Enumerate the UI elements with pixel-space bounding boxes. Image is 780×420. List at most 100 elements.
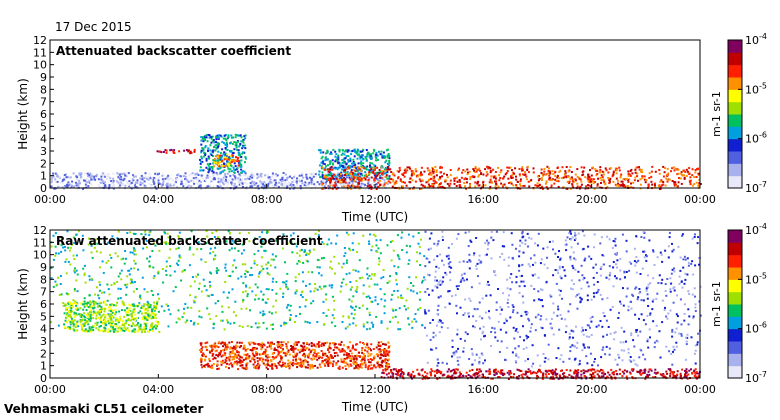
pixel [384, 161, 387, 164]
pixel [231, 288, 234, 291]
pixel [56, 175, 58, 178]
pixel [675, 345, 678, 348]
pixel [569, 303, 572, 306]
pixel [65, 176, 68, 179]
pixel [569, 346, 572, 348]
pixel [480, 338, 482, 341]
pixel [667, 245, 670, 248]
pixel [695, 176, 698, 178]
pixel [437, 321, 440, 324]
pixel [666, 180, 669, 183]
pixel [427, 169, 430, 172]
pixel [212, 159, 215, 162]
pixel [90, 311, 93, 314]
pixel [580, 166, 583, 169]
pixel [90, 313, 93, 316]
pixel [165, 260, 168, 263]
pixel [366, 321, 369, 324]
pixel [327, 308, 330, 311]
pixel [100, 306, 103, 309]
pixel [521, 169, 524, 172]
pixel [644, 358, 647, 361]
pixel [152, 277, 155, 280]
pixel [342, 278, 345, 281]
pixel [190, 185, 193, 188]
pixel [675, 313, 678, 316]
pixel [51, 176, 54, 179]
pixel [198, 310, 201, 313]
pixel [526, 312, 529, 314]
pixel [177, 173, 180, 176]
pixel [428, 237, 431, 240]
pixel [522, 280, 525, 283]
pixel [207, 171, 210, 174]
pixel [108, 178, 111, 181]
pixel [390, 298, 393, 301]
pixel [545, 181, 548, 183]
pixel [103, 326, 106, 329]
pixel [670, 353, 673, 355]
pixel [132, 303, 135, 306]
pixel [648, 177, 651, 179]
pixel [87, 330, 90, 333]
pixel [445, 255, 448, 258]
pixel [511, 243, 514, 246]
pixel [237, 156, 240, 159]
pixel [75, 304, 77, 307]
pixel [697, 332, 700, 335]
pixel [651, 183, 654, 186]
pixel [220, 180, 223, 183]
pixel [482, 173, 485, 176]
pixel [274, 311, 277, 314]
pixel [127, 172, 130, 175]
pixel [679, 269, 682, 272]
colorbar-label: 10-5 [745, 81, 767, 96]
pixel [240, 168, 243, 171]
pixel [179, 175, 182, 178]
pixel [273, 173, 276, 176]
pixel [158, 176, 161, 179]
pixel [167, 308, 170, 311]
pixel [127, 184, 130, 187]
pixel [132, 290, 135, 293]
pixel [397, 266, 400, 269]
pixel [94, 322, 97, 325]
pixel [355, 288, 358, 291]
pixel [347, 155, 350, 158]
pixel [233, 141, 236, 144]
pixel [682, 266, 685, 269]
pixel [289, 304, 292, 307]
pixel [350, 175, 353, 178]
pixel [519, 244, 521, 247]
pixel [368, 184, 371, 187]
pixel [494, 177, 497, 180]
pixel [102, 313, 105, 316]
pixel [131, 178, 134, 181]
pixel [478, 184, 481, 187]
pixel [536, 182, 539, 185]
pixel [457, 347, 459, 350]
pixel [225, 141, 228, 144]
pixel [152, 294, 155, 296]
pixel [475, 237, 478, 239]
pixel [526, 178, 528, 181]
pixel [458, 179, 461, 181]
pixel [364, 188, 367, 190]
pixel [451, 346, 454, 348]
pixel [146, 317, 149, 320]
pixel [345, 259, 348, 262]
pixel [306, 321, 309, 324]
pixel [208, 169, 211, 172]
pixel [134, 249, 137, 252]
pixel [325, 180, 328, 183]
pixel [440, 182, 442, 185]
pixel [146, 322, 149, 325]
pixel [451, 243, 453, 245]
pixel [240, 171, 243, 174]
pixel [121, 173, 124, 175]
pixel [344, 157, 347, 160]
pixel [272, 258, 275, 261]
pixel [57, 324, 60, 327]
pixel [676, 321, 679, 324]
pixel [469, 299, 472, 302]
